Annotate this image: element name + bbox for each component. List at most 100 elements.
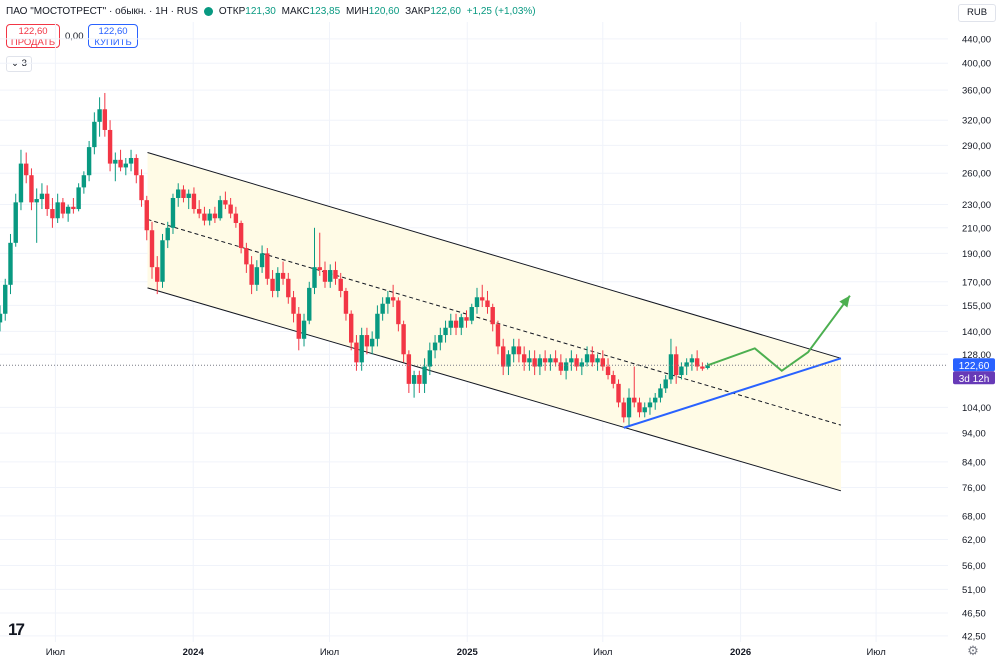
candle-body — [354, 342, 359, 363]
y-tick-label: 290,00 — [962, 141, 991, 152]
candle-body — [217, 200, 223, 219]
candle-body — [605, 366, 611, 376]
candle-body — [600, 358, 605, 367]
candle-body — [322, 270, 328, 282]
candle-body — [50, 209, 55, 219]
candle-body — [432, 342, 438, 351]
y-tick-label: 155,00 — [962, 301, 991, 312]
x-tick-label: 2026 — [730, 647, 751, 658]
sell-button[interactable]: 122,60 ПРОДАТЬ — [6, 24, 60, 48]
candle-body — [380, 303, 385, 314]
candle-body — [684, 362, 689, 367]
countdown-tag-bg — [953, 371, 995, 385]
candle-body — [448, 320, 453, 328]
x-tick-label: Июл — [46, 647, 65, 658]
y-tick-label: 140,00 — [962, 327, 991, 338]
open-value: 121,30 — [245, 6, 276, 17]
candle-body — [176, 189, 181, 198]
candle-body — [149, 230, 155, 268]
candle-body — [307, 287, 312, 321]
candle-body — [626, 397, 632, 418]
candle-body — [60, 202, 66, 214]
candle-body — [244, 248, 249, 265]
candle-body — [134, 157, 139, 176]
candle-body — [139, 175, 144, 201]
support-trendline[interactable] — [623, 357, 842, 429]
candle-body — [485, 300, 490, 308]
candle-body — [312, 267, 317, 288]
candle-body — [495, 324, 501, 347]
channel-lower-line[interactable] — [147, 287, 842, 492]
candle-body — [694, 358, 700, 367]
candle-body — [542, 358, 548, 363]
close-label: ЗАКР — [405, 6, 431, 17]
candle-body — [123, 163, 129, 168]
candles — [0, 92, 710, 426]
y-tick-label: 104,00 — [962, 403, 991, 414]
gear-icon[interactable]: ⚙ — [967, 643, 979, 658]
time-axis[interactable]: Июл 2024 Июл 2025 Июл 2026 Июл — [46, 647, 886, 658]
candle-body — [286, 278, 291, 298]
y-tick-label: 46,50 — [962, 608, 986, 619]
currency-button[interactable]: RUB — [958, 4, 996, 22]
low-value: 120,60 — [368, 6, 400, 17]
candle-body — [196, 209, 202, 214]
candle-body — [364, 335, 370, 347]
candle-body — [689, 358, 695, 363]
candle-body — [233, 213, 239, 223]
y-tick-label: 51,00 — [962, 585, 986, 596]
tradingview-logo-icon[interactable]: 17 — [8, 620, 25, 639]
candle-body — [480, 297, 485, 301]
buy-button[interactable]: 122,60 КУПИТЬ — [88, 24, 138, 48]
sell-label: ПРОДАТЬ — [10, 37, 56, 48]
candle-body — [548, 358, 553, 363]
candle-body — [55, 202, 60, 219]
candle-body — [202, 213, 207, 221]
candle-body — [359, 335, 364, 363]
candle-body — [8, 242, 13, 285]
candle-body — [118, 159, 123, 168]
candle-body — [249, 264, 254, 285]
candle-body — [579, 362, 585, 367]
candle-body — [584, 354, 590, 363]
candle-body — [81, 175, 87, 188]
candle-body — [223, 200, 228, 205]
candle-body — [459, 317, 464, 328]
candle-body — [259, 253, 265, 268]
candle-body — [18, 163, 24, 203]
y-tick-label: 260,00 — [962, 169, 991, 180]
candle-body — [275, 272, 281, 291]
candle-body — [595, 358, 600, 363]
candle-body — [469, 307, 474, 321]
candle-body — [238, 222, 244, 249]
candle-body — [254, 267, 260, 285]
candle-body — [637, 402, 642, 413]
candle-body — [170, 197, 176, 228]
y-tick-label: 56,00 — [962, 561, 986, 572]
candle-body — [301, 320, 307, 339]
candle-body — [558, 362, 564, 371]
candle-body — [521, 354, 527, 363]
y-tick-label: 68,00 — [962, 511, 986, 522]
price-axis[interactable]: 440,00 400,00 360,00 320,00 290,00 260,00 230,… — [962, 34, 991, 642]
forecast-arrowhead-icon — [839, 295, 850, 308]
y-tick-label: 440,00 — [962, 34, 991, 45]
y-tick-label: 76,00 — [962, 483, 986, 494]
candle-body — [590, 354, 595, 363]
candle-body — [427, 350, 433, 367]
y-tick-label: 42,50 — [962, 631, 986, 642]
candle-body — [385, 297, 391, 304]
channel-upper-line[interactable] — [147, 152, 842, 359]
low-label: МИН — [345, 6, 369, 17]
buy-price: 122,60 — [98, 26, 128, 37]
candle-body — [679, 366, 684, 376]
symbol-title[interactable]: ПАО "МОСТОТРЕСТ" · обыкн. · 1Н · RUS — [6, 6, 198, 17]
forecast-path[interactable] — [707, 295, 851, 373]
candle-body — [328, 270, 333, 282]
x-tick-label: Июл — [320, 647, 339, 658]
candle-body — [348, 313, 354, 343]
candle-body — [186, 193, 191, 198]
x-tick-label: Июл — [593, 647, 612, 658]
candle-body — [291, 297, 296, 314]
